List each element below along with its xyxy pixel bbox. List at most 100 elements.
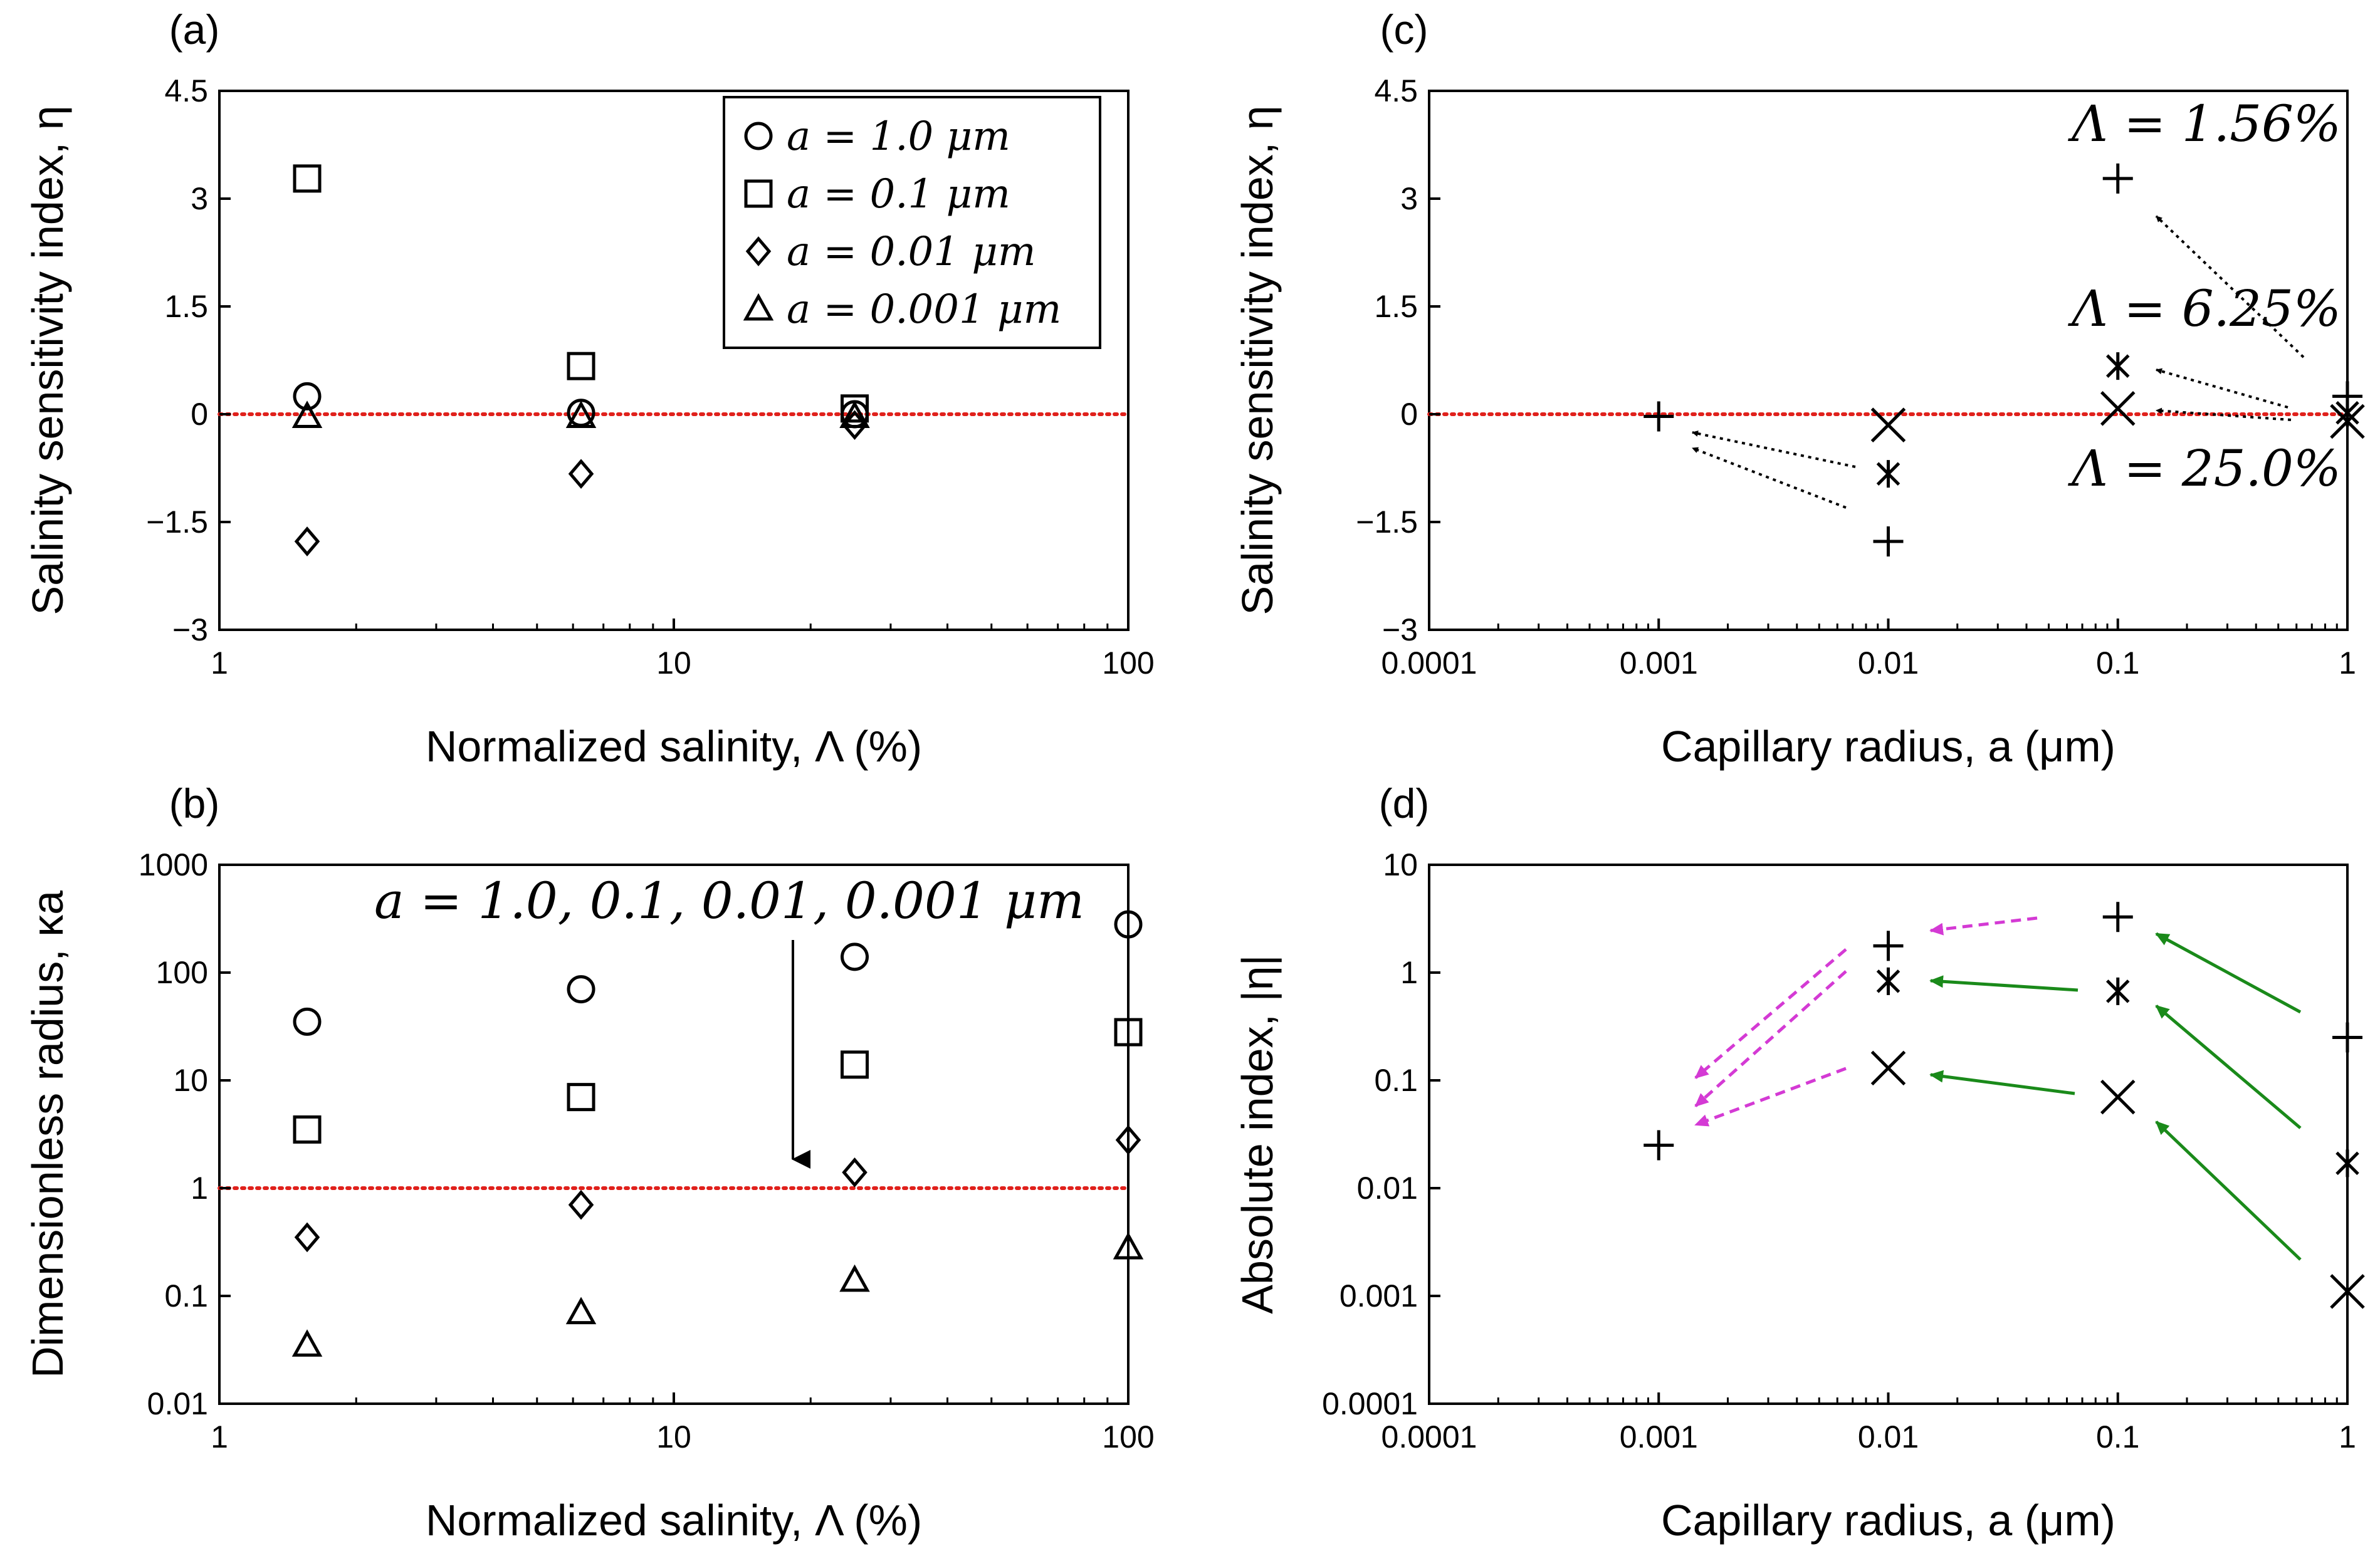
y-tick-label: 1.5	[164, 289, 208, 324]
data-point-triangle	[839, 1264, 870, 1292]
legend-label: a = 0.001 μm	[787, 286, 1061, 333]
data-point-diamond	[294, 1222, 320, 1253]
data-point-circle	[841, 942, 869, 971]
panel-label: (c)	[1380, 6, 1429, 53]
y-tick-label: 1000	[139, 847, 208, 882]
legend-box	[723, 96, 1101, 349]
x-tick-label: 100	[1102, 1419, 1154, 1454]
data-point-diamond	[568, 1189, 594, 1220]
data-point-diamond	[842, 1157, 868, 1188]
y-tick-label: 0.01	[147, 1386, 208, 1421]
y-tick-label: 0.1	[164, 1278, 208, 1313]
panel-c: 0.0001 0.001 0.01 0.1 1 −3 −1.5 0 1.5 3 4.5 Capilla…	[1233, 6, 2365, 771]
data-point-square	[293, 1115, 322, 1144]
legend-marker-circle	[744, 122, 773, 150]
data-point-plus	[2102, 163, 2133, 194]
trend-arrow-dashed	[1694, 948, 1847, 1079]
x-axis-label: Capillary radius, a (μm)	[1661, 1496, 2115, 1545]
y-tick-label: −3	[1382, 612, 1418, 647]
x-tick-label: 1	[2339, 645, 2356, 681]
data-point-asterisk	[2335, 1149, 2359, 1177]
x-tick-label: 0.01	[1858, 1419, 1919, 1454]
panel-a: 1 10 100 −3 −1.5 0 1.5 3 4.5 Normalized salinity,…	[23, 6, 1155, 771]
data-point-plus	[1873, 931, 1904, 961]
data-point-triangle	[565, 1297, 597, 1325]
data-point-triangle	[1113, 1231, 1144, 1260]
data-point-plus	[1643, 401, 1674, 432]
legend-label: a = 1.0 μm	[787, 113, 1010, 160]
y-axis-label: Absolute index, |η|	[1233, 954, 1282, 1313]
data-point-square	[567, 352, 595, 380]
panel-b: 1 10 100 0.01 0.1 1 10 100 1000 Normalized salini…	[23, 780, 1155, 1545]
data-point-square	[293, 164, 322, 193]
trend-arrow-solid	[2155, 932, 2302, 1014]
trend-arrow-solid	[2155, 1005, 2302, 1129]
y-tick-label: 0.0001	[1322, 1386, 1418, 1421]
trend-arrow-solid	[1929, 1070, 2075, 1095]
trend-arrow-dashed	[1929, 916, 2038, 936]
data-point-circle	[293, 382, 322, 410]
data-point-diamond	[568, 459, 594, 489]
y-tick-label: 0.1	[1374, 1063, 1418, 1098]
y-tick-label: 3	[191, 181, 208, 216]
y-tick-label: −1.5	[146, 504, 208, 540]
panel-d: 0.0001 0.001 0.01 0.1 1 0.0001 0.001 0.01 0.1 1 10…	[1233, 780, 2365, 1545]
y-tick-label: 100	[156, 955, 208, 990]
data-point-circle	[293, 1007, 322, 1036]
panel-label: (b)	[169, 780, 220, 827]
legend-label: a = 0.01 μm	[787, 229, 1036, 275]
x-tick-label: 0.1	[2096, 645, 2140, 681]
annotation-arrow	[2156, 368, 2288, 409]
x-tick-label: 100	[1102, 645, 1154, 681]
y-axis-label: Salinity sensitivity index, η	[23, 105, 72, 615]
y-tick-label: 10	[1383, 847, 1418, 882]
y-axis-label: Dimensionless radius, κa	[23, 890, 72, 1378]
y-tick-label: 0	[1400, 397, 1418, 432]
data-point-cross	[2100, 391, 2136, 426]
x-tick-label: 1	[211, 1419, 228, 1454]
y-tick-label: −1.5	[1356, 504, 1418, 540]
y-tick-label: 4.5	[1374, 73, 1418, 108]
y-tick-label: 3	[1400, 181, 1418, 216]
data-point-circle	[567, 975, 595, 1004]
x-tick-label: 0.001	[1620, 1419, 1698, 1454]
x-tick-label: 1	[211, 645, 228, 681]
data-point-cross	[1870, 407, 1906, 442]
y-tick-label: −3	[172, 612, 208, 647]
data-point-cross	[1870, 1050, 1906, 1086]
data-point-plus	[2332, 1022, 2362, 1053]
y-tick-label: 10	[173, 1063, 208, 1098]
x-tick-label: 0.01	[1858, 645, 1919, 681]
x-axis-label: Normalized salinity, Λ (%)	[426, 722, 922, 771]
x-tick-label: 10	[656, 1419, 691, 1454]
data-point-diamond	[294, 526, 320, 556]
x-axis-label: Capillary radius, a (μm)	[1661, 722, 2115, 771]
annotation-label: Λ = 1.56%	[2067, 95, 2341, 153]
annotation-arrow	[1692, 430, 1856, 468]
data-point-triangle	[565, 400, 597, 428]
panel-label: (a)	[169, 6, 220, 53]
legend-label: a = 0.1 μm	[787, 171, 1010, 217]
x-tick-label: 0.1	[2096, 1419, 2140, 1454]
annotation-label: a = 1.0, 0.1, 0.01, 0.001 μm	[374, 872, 1084, 930]
data-point-triangle	[291, 1329, 323, 1357]
data-point-triangle	[291, 400, 323, 428]
data-point-asterisk	[1876, 460, 1900, 488]
data-point-cross	[2330, 1274, 2365, 1309]
data-point-square	[841, 394, 869, 423]
data-point-asterisk	[2105, 977, 2130, 1005]
annotation-label: Λ = 6.25%	[2067, 279, 2341, 338]
data-point-cross	[2100, 1079, 2136, 1115]
legend-marker-triangle	[743, 293, 774, 321]
panel-label: (d)	[1379, 780, 1430, 827]
y-tick-label: 0	[191, 397, 208, 432]
trend-arrow-solid	[2155, 1120, 2302, 1261]
y-tick-label: 1	[191, 1171, 208, 1206]
trend-arrow-dashed	[1694, 1067, 1847, 1127]
y-tick-label: 1	[1400, 955, 1418, 990]
data-point-asterisk	[2105, 352, 2130, 380]
x-tick-label: 1	[2339, 1419, 2356, 1454]
data-point-plus	[2102, 902, 2133, 932]
data-point-triangle	[839, 400, 870, 428]
